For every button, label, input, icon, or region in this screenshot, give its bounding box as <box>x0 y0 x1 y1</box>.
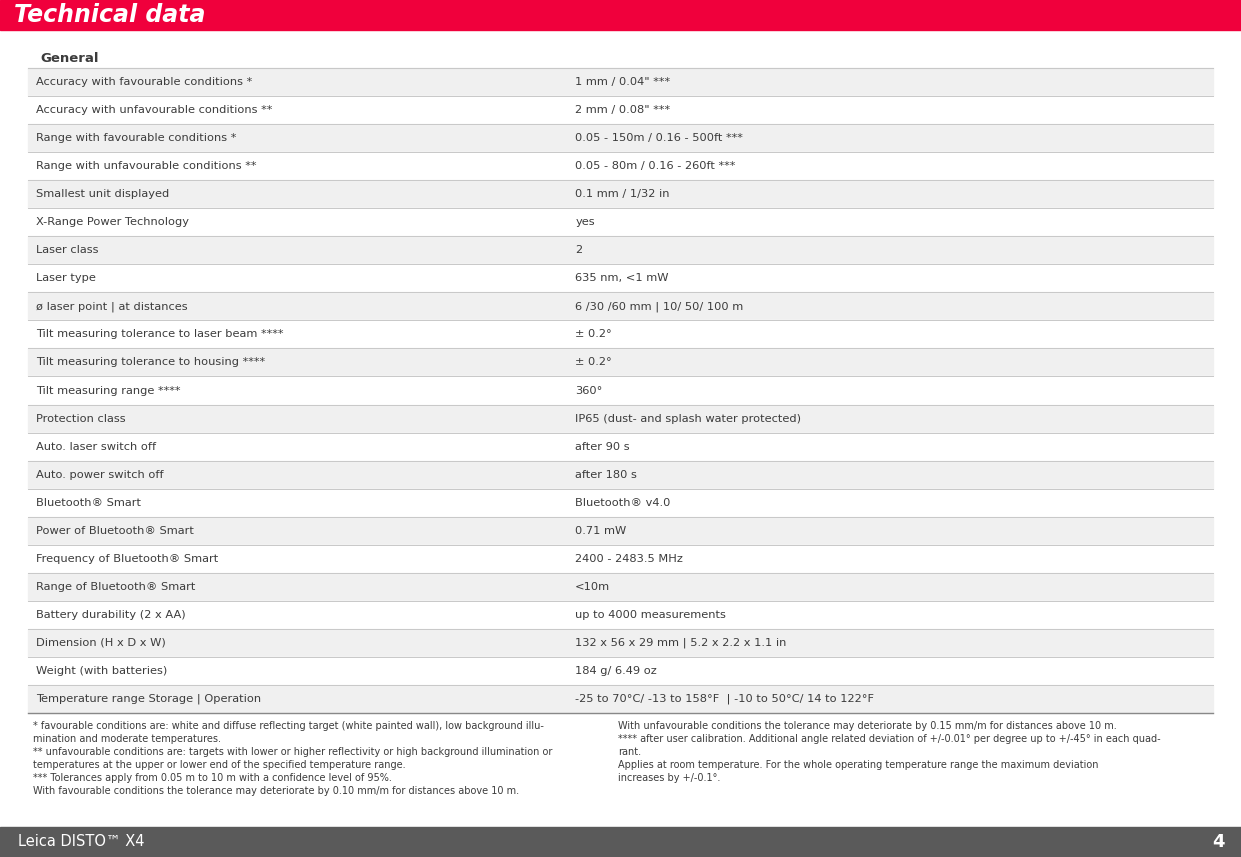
Text: Range of Bluetooth® Smart: Range of Bluetooth® Smart <box>36 582 195 592</box>
Text: Laser type: Laser type <box>36 273 96 284</box>
Text: Frequency of Bluetooth® Smart: Frequency of Bluetooth® Smart <box>36 554 218 564</box>
Text: Auto. power switch off: Auto. power switch off <box>36 470 164 480</box>
Text: 132 x 56 x 29 mm | 5.2 x 2.2 x 1.1 in: 132 x 56 x 29 mm | 5.2 x 2.2 x 1.1 in <box>575 638 787 648</box>
Bar <box>29 180 1212 208</box>
Text: * favourable conditions are: white and diffuse reflecting target (white painted : * favourable conditions are: white and d… <box>34 721 544 731</box>
Bar <box>29 68 1212 96</box>
Text: Weight (with batteries): Weight (with batteries) <box>36 666 168 676</box>
Text: Dimension (H x D x W): Dimension (H x D x W) <box>36 638 166 648</box>
Text: Temperature range Storage | Operation: Temperature range Storage | Operation <box>36 693 261 704</box>
Text: **** after user calibration. Additional angle related deviation of +/-0.01° per : **** after user calibration. Additional … <box>618 734 1160 744</box>
Bar <box>29 488 1212 517</box>
Text: 360°: 360° <box>575 386 603 395</box>
Text: rant.: rant. <box>618 747 642 757</box>
Text: 184 g/ 6.49 oz: 184 g/ 6.49 oz <box>575 666 656 676</box>
Text: up to 4000 measurements: up to 4000 measurements <box>575 610 726 620</box>
Text: 0.05 - 150m / 0.16 - 500ft ***: 0.05 - 150m / 0.16 - 500ft *** <box>575 133 743 143</box>
Bar <box>29 433 1212 460</box>
Bar <box>29 629 1212 657</box>
Bar <box>29 349 1212 376</box>
Bar <box>29 572 1212 601</box>
Bar <box>0 0 1241 30</box>
Text: Protection class: Protection class <box>36 414 125 423</box>
Bar <box>29 264 1212 292</box>
Bar <box>29 96 1212 124</box>
Text: 0.71 mW: 0.71 mW <box>575 525 627 536</box>
Text: Tilt measuring tolerance to laser beam ****: Tilt measuring tolerance to laser beam *… <box>36 329 283 339</box>
Text: 2 mm / 0.08" ***: 2 mm / 0.08" *** <box>575 105 670 115</box>
Bar <box>29 237 1212 264</box>
Text: *** Tolerances apply from 0.05 m to 10 m with a confidence level of 95%.: *** Tolerances apply from 0.05 m to 10 m… <box>34 773 392 783</box>
Text: Tilt measuring tolerance to housing ****: Tilt measuring tolerance to housing **** <box>36 357 266 368</box>
Text: 6 /30 /60 mm | 10/ 50/ 100 m: 6 /30 /60 mm | 10/ 50/ 100 m <box>575 301 743 312</box>
Text: -25 to 70°C/ -13 to 158°F  | -10 to 50°C/ 14 to 122°F: -25 to 70°C/ -13 to 158°F | -10 to 50°C/… <box>575 693 874 704</box>
Text: Leica DISTO™ X4: Leica DISTO™ X4 <box>19 835 144 849</box>
Text: Bluetooth® Smart: Bluetooth® Smart <box>36 498 141 507</box>
Bar <box>29 292 1212 321</box>
Bar <box>29 657 1212 685</box>
Text: after 180 s: after 180 s <box>575 470 637 480</box>
Bar <box>29 124 1212 153</box>
Text: temperatures at the upper or lower end of the specified temperature range.: temperatures at the upper or lower end o… <box>34 760 406 770</box>
Text: increases by +/-0.1°.: increases by +/-0.1°. <box>618 773 720 783</box>
Text: Range with favourable conditions *: Range with favourable conditions * <box>36 133 236 143</box>
Text: 4: 4 <box>1212 833 1225 851</box>
Text: yes: yes <box>575 217 594 227</box>
Text: Tilt measuring range ****: Tilt measuring range **** <box>36 386 180 395</box>
Text: ± 0.2°: ± 0.2° <box>575 357 612 368</box>
Text: Auto. laser switch off: Auto. laser switch off <box>36 441 156 452</box>
Bar <box>29 460 1212 488</box>
Text: 0.1 mm / 1/32 in: 0.1 mm / 1/32 in <box>575 189 670 199</box>
Text: With unfavourable conditions the tolerance may deteriorate by 0.15 mm/m for dist: With unfavourable conditions the toleran… <box>618 721 1117 731</box>
Text: Range with unfavourable conditions **: Range with unfavourable conditions ** <box>36 161 257 171</box>
Text: Bluetooth® v4.0: Bluetooth® v4.0 <box>575 498 670 507</box>
Text: ± 0.2°: ± 0.2° <box>575 329 612 339</box>
Text: X-Range Power Technology: X-Range Power Technology <box>36 217 189 227</box>
Bar <box>29 405 1212 433</box>
Text: Accuracy with unfavourable conditions **: Accuracy with unfavourable conditions ** <box>36 105 272 115</box>
Text: 2: 2 <box>575 245 582 255</box>
Text: ** unfavourable conditions are: targets with lower or higher reflectivity or hig: ** unfavourable conditions are: targets … <box>34 747 552 757</box>
Bar <box>29 376 1212 405</box>
Text: General: General <box>40 52 98 65</box>
Bar <box>0 827 1241 857</box>
Bar <box>29 321 1212 349</box>
Text: Smallest unit displayed: Smallest unit displayed <box>36 189 169 199</box>
Text: 0.05 - 80m / 0.16 - 260ft ***: 0.05 - 80m / 0.16 - 260ft *** <box>575 161 736 171</box>
Text: mination and moderate temperatures.: mination and moderate temperatures. <box>34 734 221 744</box>
Text: Laser class: Laser class <box>36 245 98 255</box>
Text: <10m: <10m <box>575 582 611 592</box>
Text: 2400 - 2483.5 MHz: 2400 - 2483.5 MHz <box>575 554 683 564</box>
Bar <box>29 208 1212 237</box>
Text: With favourable conditions the tolerance may deteriorate by 0.10 mm/m for distan: With favourable conditions the tolerance… <box>34 786 519 796</box>
Text: 635 nm, <1 mW: 635 nm, <1 mW <box>575 273 669 284</box>
Bar <box>29 601 1212 629</box>
Bar <box>29 545 1212 572</box>
Text: Accuracy with favourable conditions *: Accuracy with favourable conditions * <box>36 77 252 87</box>
Text: Battery durability (2 x AA): Battery durability (2 x AA) <box>36 610 186 620</box>
Text: 1 mm / 0.04" ***: 1 mm / 0.04" *** <box>575 77 670 87</box>
Text: Applies at room temperature. For the whole operating temperature range the maxim: Applies at room temperature. For the who… <box>618 760 1098 770</box>
Bar <box>29 685 1212 713</box>
Text: ø laser point | at distances: ø laser point | at distances <box>36 301 187 312</box>
Text: after 90 s: after 90 s <box>575 441 629 452</box>
Text: Power of Bluetooth® Smart: Power of Bluetooth® Smart <box>36 525 194 536</box>
Text: Technical data: Technical data <box>14 3 206 27</box>
Text: IP65 (dust- and splash water protected): IP65 (dust- and splash water protected) <box>575 414 802 423</box>
Bar <box>29 153 1212 180</box>
Bar <box>29 517 1212 545</box>
